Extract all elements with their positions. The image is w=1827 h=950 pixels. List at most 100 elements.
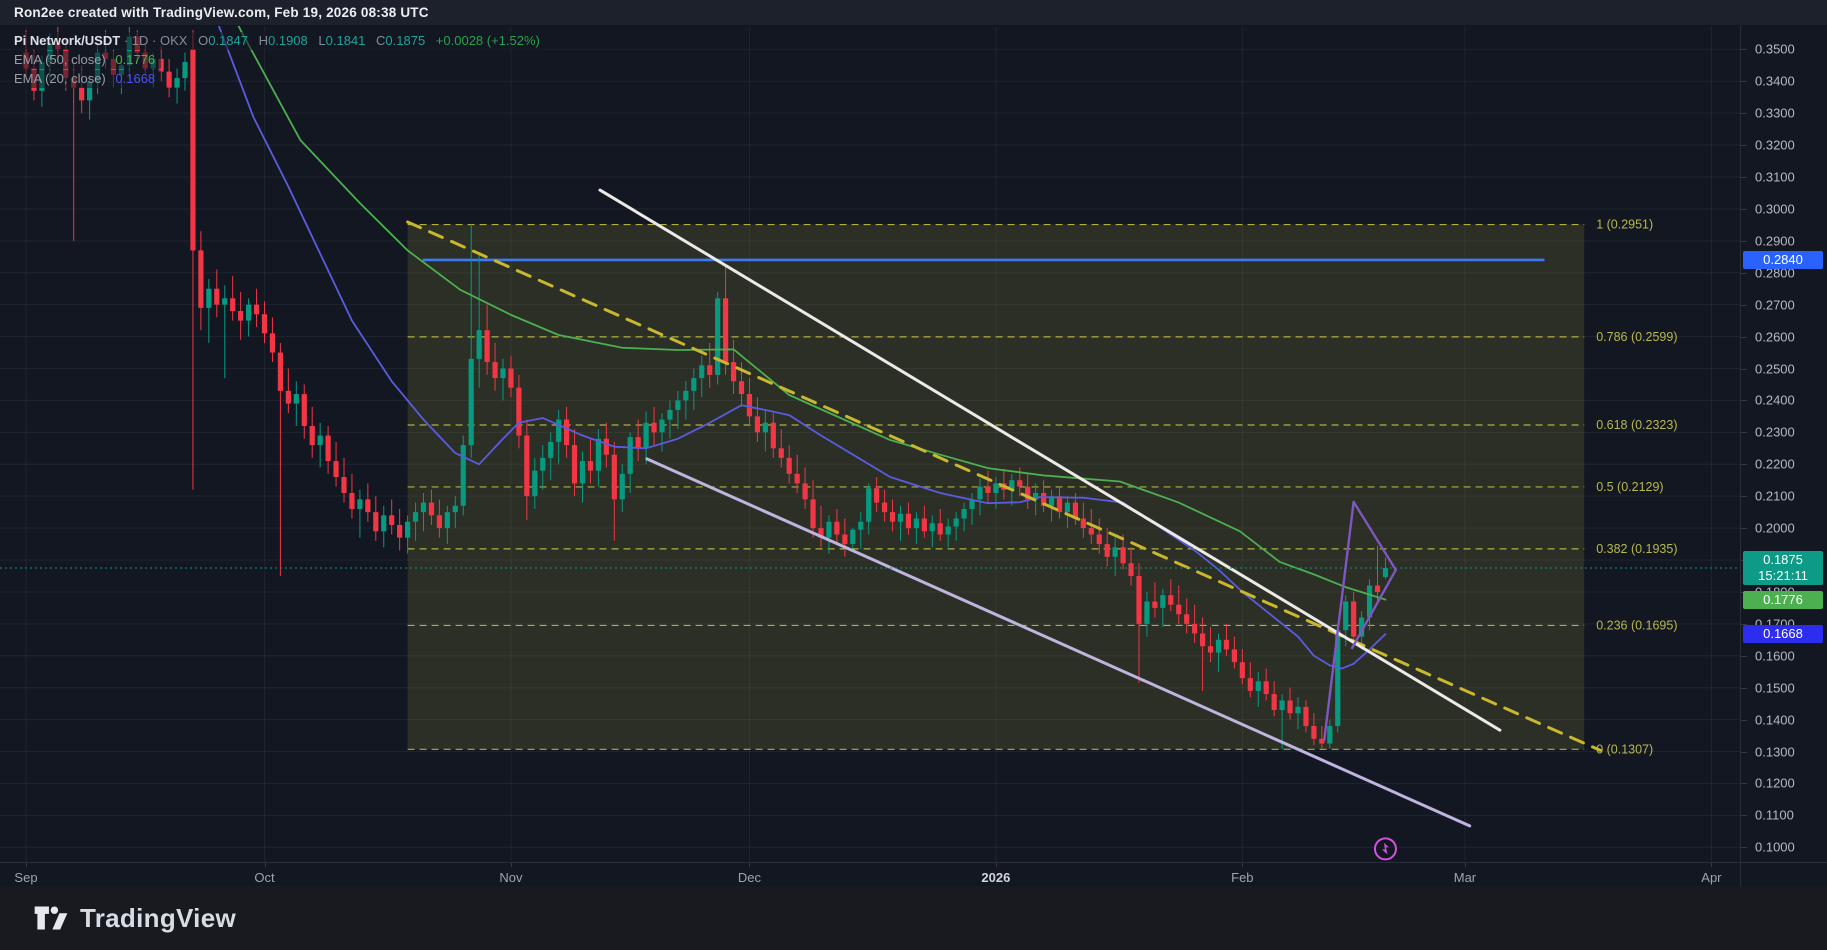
fib-level-label: 0.618 (0.2323) xyxy=(1596,418,1677,432)
time-tick-label-dec[interactable]: Dec xyxy=(737,870,761,885)
time-tick-mark xyxy=(264,863,266,867)
price-tick-mark xyxy=(1741,496,1747,498)
price-tick-mark xyxy=(1741,528,1747,530)
time-tick-mark xyxy=(1242,863,1244,867)
candles-layer xyxy=(23,26,1389,750)
trendline-lavender[interactable] xyxy=(645,457,1472,828)
price-tick-label: 0.1500 xyxy=(1755,680,1795,696)
chart-canvas[interactable]: 1 (0.2951) 0.786 (0.2599) 0.618 (0.2323) 0.… xyxy=(0,26,1740,862)
price-tick-mark xyxy=(1741,336,1747,338)
trendline-white[interactable] xyxy=(598,188,1502,732)
time-tick-label-sep[interactable]: Sep xyxy=(14,870,38,885)
tradingview-logo-icon[interactable] xyxy=(34,905,68,931)
price-tick-mark xyxy=(1741,176,1747,178)
price-tick-label: 0.1600 xyxy=(1755,648,1795,664)
price-tick-label: 0.2000 xyxy=(1755,520,1795,536)
price-tick-label: 0.3200 xyxy=(1755,137,1795,153)
price-tick-mark xyxy=(1741,81,1747,83)
price-tick-mark xyxy=(1741,272,1747,274)
time-axis[interactable]: Sep Oct Nov Dec 2026 Feb Mar Apr xyxy=(0,862,1740,886)
chart-plot-area[interactable]: 1 (0.2951) 0.786 (0.2599) 0.618 (0.2323) 0.… xyxy=(0,26,1740,862)
timeframe[interactable]: 1D xyxy=(131,33,149,48)
close-value: 0.1875 xyxy=(385,33,426,48)
fib-level-label: 0.786 (0.2599) xyxy=(1596,330,1677,344)
price-tick-mark xyxy=(1741,623,1747,625)
open-value: 0.1847 xyxy=(208,33,248,48)
legend-symbol-row[interactable]: Pi Network/USDT · 1D · OKX O0.1847 H0.19… xyxy=(10,32,546,50)
price-tick-label: 0.2200 xyxy=(1755,456,1795,472)
high-label: H xyxy=(258,33,268,48)
ema50-value: 0.1776 xyxy=(115,52,156,67)
time-tick-mark xyxy=(1464,863,1466,867)
price-tick-mark xyxy=(1741,208,1747,210)
price-tick-mark xyxy=(1741,113,1747,115)
trendline-yellow-dashed[interactable] xyxy=(406,220,1602,752)
price-tick-label: 0.2500 xyxy=(1755,361,1795,376)
price-tick-mark xyxy=(1741,368,1747,370)
tradingview-brand-text[interactable]: TradingView xyxy=(80,902,236,933)
high-value: 0.1908 xyxy=(268,33,308,48)
price-tick-mark xyxy=(1741,719,1747,721)
chart-attribution-title: Ron2ee created with TradingView.com, Feb… xyxy=(14,5,429,20)
fibonacci-retracement[interactable]: 1 (0.2951) 0.786 (0.2599) 0.618 (0.2323) 0.… xyxy=(407,218,1678,757)
time-tick-label-apr[interactable]: Apr xyxy=(1701,870,1722,885)
price-tick-mark xyxy=(1741,400,1747,402)
price-tick-mark xyxy=(1741,304,1747,306)
price-axis[interactable]: 0.3500 0.3400 0.3300 0.3200 0.3100 0.3000 0.29… xyxy=(1740,26,1827,862)
price-tick-label: 0.1100 xyxy=(1755,807,1794,823)
price-tick-label: 0.1200 xyxy=(1755,775,1795,791)
fib-level-label: 0 (0.1307) xyxy=(1596,742,1653,756)
open-label: O xyxy=(198,33,209,48)
price-tick-label: 0.2300 xyxy=(1755,424,1795,440)
legend-ema20-row[interactable]: EMA (20, close) 0.1668 xyxy=(10,70,162,88)
ema20-label[interactable]: EMA (20, close) xyxy=(14,71,106,86)
fib-level-label: 1 (0.2951) xyxy=(1596,218,1653,232)
legend-ema50-row[interactable]: EMA (50, close) 0.1776 xyxy=(10,51,162,69)
price-tick-label: 0.2800 xyxy=(1755,265,1795,281)
fib-level-label: 0.236 (0.1695) xyxy=(1596,618,1677,632)
price-tick-label: 0.3100 xyxy=(1755,169,1795,185)
exchange-name: OKX xyxy=(160,33,188,48)
price-tick-label: 0.2100 xyxy=(1755,488,1795,504)
chart-header-bar: Ron2ee created with TradingView.com, Feb… xyxy=(0,0,1827,26)
flash-icon[interactable] xyxy=(1373,837,1397,861)
ema50-label[interactable]: EMA (50, close) xyxy=(14,52,106,67)
price-tick-mark xyxy=(1741,240,1747,242)
flag-pattern[interactable] xyxy=(1323,500,1397,742)
price-tick-label: 0.2700 xyxy=(1755,297,1795,313)
ema20-value: 0.1668 xyxy=(115,71,156,86)
time-tick-label-feb[interactable]: Feb xyxy=(1231,870,1254,885)
price-tick-mark xyxy=(1741,655,1747,657)
price-tick-mark xyxy=(1741,464,1747,466)
axis-corner xyxy=(1740,862,1827,886)
price-tick-label: 0.2900 xyxy=(1755,233,1795,249)
price-tick-mark xyxy=(1741,751,1747,753)
price-tick-mark xyxy=(1741,783,1747,785)
time-tick-label-mar[interactable]: Mar xyxy=(1453,870,1477,885)
price-tick-mark xyxy=(1741,49,1747,51)
price-tick-label: 0.3300 xyxy=(1755,105,1795,121)
time-tick-mark xyxy=(510,863,512,867)
time-tick-label-oct[interactable]: Oct xyxy=(254,870,275,885)
time-tick-label-2026[interactable]: 2026 xyxy=(981,870,1011,885)
ema20-line[interactable] xyxy=(217,26,1387,670)
fib-level-label: 0.5 (0.2129) xyxy=(1596,480,1663,494)
ema20-price-label: 0.1668 xyxy=(1743,625,1823,644)
ema50-line[interactable] xyxy=(233,26,1387,601)
price-tick-mark xyxy=(1741,847,1747,849)
last-price-label: 0.1875 15:21:11 xyxy=(1743,551,1823,585)
price-tick-mark xyxy=(1741,687,1747,689)
time-tick-mark xyxy=(749,863,751,867)
price-tick-label: 0.2600 xyxy=(1755,329,1795,345)
symbol-name[interactable]: Pi Network/USDT xyxy=(14,33,121,48)
time-tick-mark xyxy=(995,863,997,867)
close-label: C xyxy=(376,33,386,48)
price-tick-label: 0.3000 xyxy=(1755,201,1795,217)
hline-price-label: 0.2840 xyxy=(1743,250,1823,269)
time-tick-label-nov[interactable]: Nov xyxy=(499,870,523,885)
price-tick-mark xyxy=(1741,432,1747,434)
low-value: 0.1841 xyxy=(325,33,366,48)
change-value: +0.0028 (+1.52%) xyxy=(435,33,540,48)
fib-level-label: 0.382 (0.1935) xyxy=(1596,542,1677,556)
